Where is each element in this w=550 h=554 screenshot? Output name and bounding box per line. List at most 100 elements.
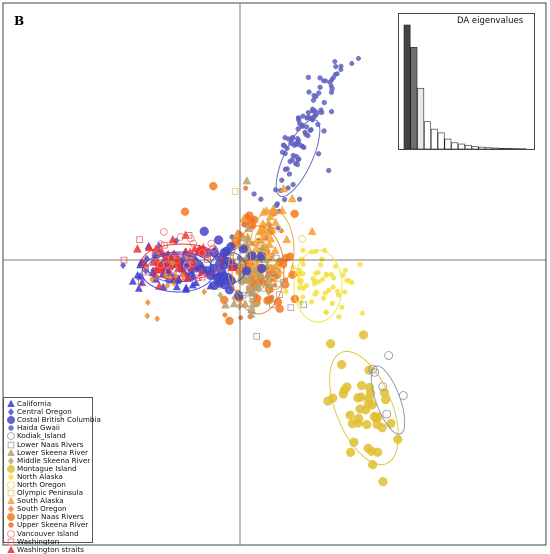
data-point xyxy=(145,299,150,305)
data-point xyxy=(318,262,323,267)
data-point xyxy=(251,218,256,223)
data-point xyxy=(288,194,296,202)
data-point xyxy=(387,419,396,428)
data-point xyxy=(183,284,190,291)
data-point xyxy=(316,151,321,156)
data-point xyxy=(360,311,365,316)
data-point xyxy=(383,410,391,418)
data-point xyxy=(324,273,329,278)
data-point xyxy=(301,248,306,253)
legend-marker xyxy=(6,489,17,497)
data-point xyxy=(291,210,299,218)
data-point xyxy=(324,310,329,315)
data-point xyxy=(333,64,338,69)
data-point xyxy=(254,333,260,339)
data-point xyxy=(155,315,160,321)
data-point xyxy=(330,78,335,83)
data-point xyxy=(321,296,326,301)
data-point xyxy=(238,315,243,320)
legend-symbol xyxy=(8,457,13,464)
legend-marker xyxy=(6,400,17,408)
data-point xyxy=(297,197,302,202)
data-point xyxy=(326,288,331,293)
legend-marker xyxy=(6,513,17,521)
data-point xyxy=(343,268,348,273)
data-point xyxy=(320,257,325,262)
data-point xyxy=(243,186,248,191)
data-point xyxy=(333,59,338,64)
eigenvalue-bar xyxy=(465,145,471,149)
data-point xyxy=(227,242,236,251)
data-point xyxy=(276,281,282,287)
eigenvalue-bars xyxy=(399,14,534,149)
data-point xyxy=(358,262,363,267)
data-point xyxy=(297,285,302,290)
data-point xyxy=(306,110,311,115)
data-point xyxy=(308,128,313,133)
legend-marker xyxy=(6,505,17,513)
legend-symbol xyxy=(8,449,15,455)
data-point xyxy=(129,278,136,285)
data-point xyxy=(329,109,334,114)
data-point xyxy=(200,227,209,236)
data-point xyxy=(291,153,296,158)
data-point xyxy=(257,264,266,273)
data-point xyxy=(282,197,287,202)
data-point xyxy=(373,420,382,429)
legend-symbol xyxy=(8,539,14,545)
legend-symbol xyxy=(8,426,13,431)
legend-symbol xyxy=(8,482,15,489)
data-point xyxy=(276,305,284,313)
legend-symbol xyxy=(8,546,15,552)
legend-symbol xyxy=(8,530,15,537)
data-point xyxy=(307,90,312,95)
legend-marker xyxy=(6,473,17,481)
data-point xyxy=(296,116,301,121)
legend-marker xyxy=(6,424,17,432)
data-point xyxy=(298,281,303,286)
legend-marker xyxy=(6,408,17,416)
legend-marker xyxy=(6,546,17,554)
data-point xyxy=(318,85,323,90)
data-point xyxy=(329,90,334,95)
data-point xyxy=(329,84,334,89)
data-point xyxy=(258,197,263,202)
legend-symbol xyxy=(8,400,15,406)
data-point xyxy=(243,176,251,184)
data-point xyxy=(359,330,368,339)
data-point xyxy=(286,137,291,142)
data-point xyxy=(297,121,302,126)
data-point xyxy=(306,75,311,80)
data-point xyxy=(323,397,332,406)
data-point xyxy=(281,143,286,148)
data-point xyxy=(331,276,336,281)
data-point xyxy=(336,314,341,319)
data-point xyxy=(339,67,344,72)
legend-marker xyxy=(6,497,17,505)
data-point xyxy=(310,109,315,114)
data-point xyxy=(357,381,366,390)
data-point xyxy=(274,203,279,208)
eigenvalue-bar xyxy=(404,25,410,149)
data-point xyxy=(202,289,207,295)
data-point xyxy=(209,182,217,190)
legend-marker xyxy=(6,457,17,465)
data-point xyxy=(145,313,150,319)
data-point xyxy=(342,383,351,392)
data-point xyxy=(279,178,284,183)
data-point xyxy=(263,340,271,348)
data-point xyxy=(367,447,376,456)
legend-symbol xyxy=(8,490,14,496)
data-point xyxy=(242,222,247,227)
legend-marker xyxy=(6,441,17,449)
data-point xyxy=(346,411,355,420)
data-point xyxy=(232,189,238,195)
data-point xyxy=(321,78,326,83)
data-point xyxy=(270,295,275,300)
data-point xyxy=(379,477,388,486)
legend-item: Washington straits xyxy=(6,546,92,554)
data-point xyxy=(333,72,338,77)
legend-symbol xyxy=(8,523,13,528)
data-point xyxy=(300,144,305,149)
